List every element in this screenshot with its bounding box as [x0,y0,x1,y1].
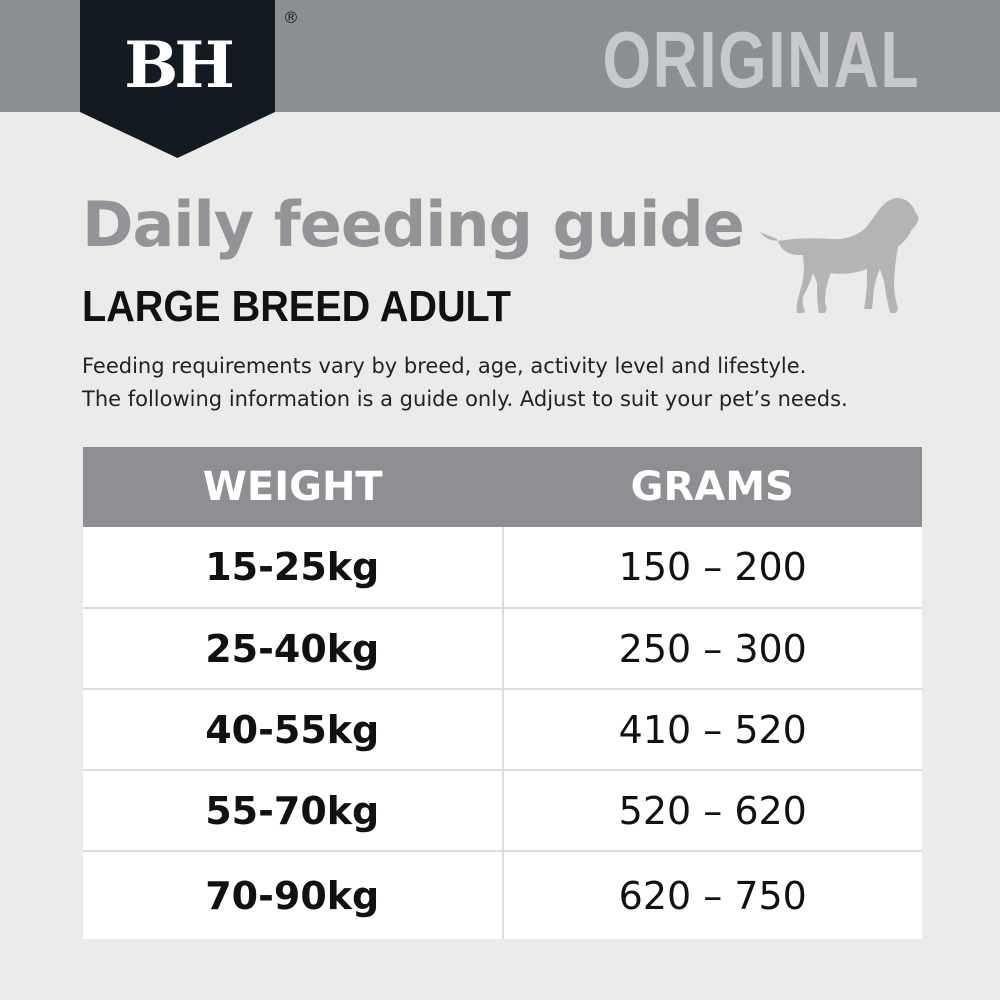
brand-logo: BH [80,0,275,158]
registered-mark: ® [283,8,299,27]
dog-silhouette-icon [760,198,919,313]
grams-cell: 150 – 200 [502,527,922,609]
feeding-table: WEIGHT GRAMS 15-25kg 150 – 200 25-40kg 250 … [83,447,922,939]
description-line: Feeding requirements vary by breed, age,… [82,354,807,378]
table-row: 25-40kg 250 – 300 [83,608,922,690]
table-row: 15-25kg 150 – 200 [83,527,922,609]
weight-cell: 70-90kg [83,851,504,939]
table-header: WEIGHT GRAMS [83,447,922,527]
grams-cell: 410 – 520 [502,689,922,771]
logo-text: BH [124,28,235,103]
variant-label: ORIGINAL [602,15,920,104]
weight-cell: 40-55kg [83,689,504,771]
table-row: 55-70kg 520 – 620 [83,770,922,852]
subtitle: LARGE BREED ADULT [82,282,511,331]
grams-cell: 250 – 300 [502,608,922,690]
header-grams: GRAMS [502,447,922,527]
table-row: 40-55kg 410 – 520 [83,689,922,771]
weight-cell: 15-25kg [83,527,504,609]
grams-cell: 620 – 750 [502,851,922,939]
table-row: 70-90kg 620 – 750 [83,851,922,939]
description-line: The following information is a guide onl… [82,387,848,411]
weight-cell: 25-40kg [83,608,504,690]
page-title: Daily feeding guide [82,188,745,261]
header-weight: WEIGHT [83,447,503,527]
description: Feeding requirements vary by breed, age,… [82,350,848,416]
grams-cell: 520 – 620 [502,770,922,852]
weight-cell: 55-70kg [83,770,504,852]
